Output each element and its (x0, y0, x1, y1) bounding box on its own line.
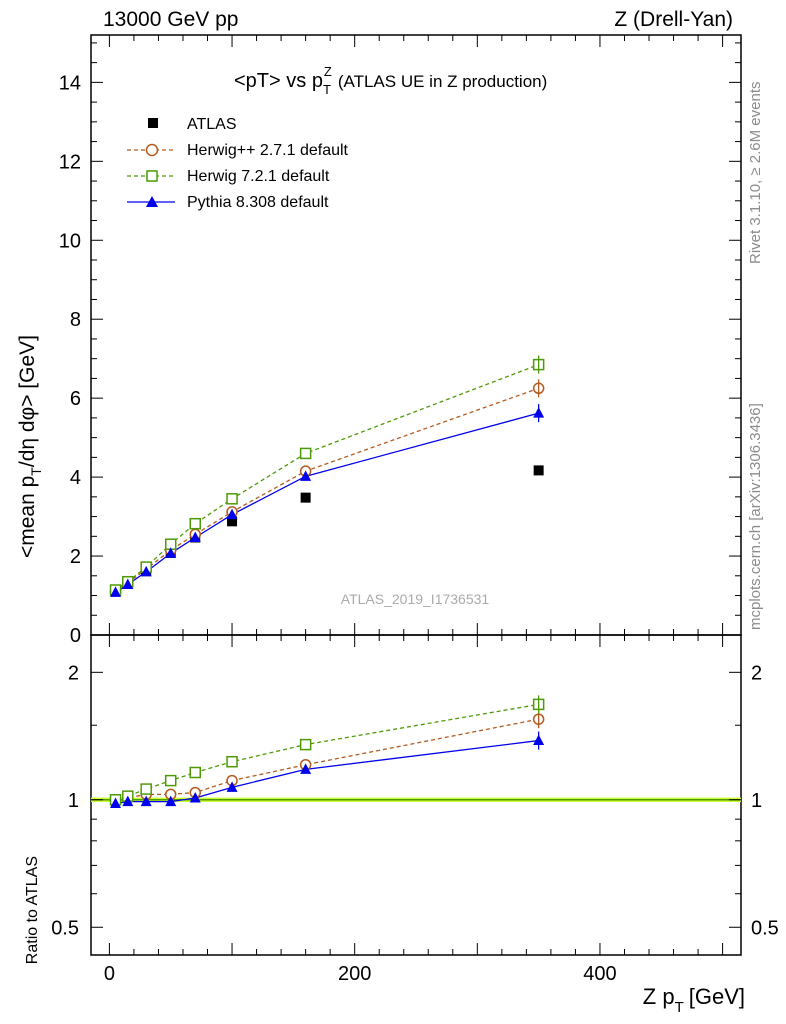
main-ytick-label: 4 (70, 467, 81, 489)
legend-entry-atlas: ATLAS (148, 116, 237, 133)
ratio-point-pythia-8-308-default (300, 763, 312, 774)
legend: ATLAS Herwig++ 2.7.1 default Herwig 7.2.… (127, 116, 349, 211)
legend-marker-herwig7 (146, 170, 158, 182)
main-ytick-label: 0 (70, 625, 81, 647)
header-left: 13000 GeV pp (103, 8, 238, 31)
ratio-ytick-label-left: 2 (68, 662, 79, 684)
legend-marker-pythia (146, 196, 158, 207)
xlabel: Z pT [GeV] (643, 984, 745, 1016)
ratio-ytick-label-left: 0.5 (51, 917, 79, 939)
ratio-ytick-label-right: 2 (751, 662, 762, 684)
main-point-atlas (300, 492, 311, 503)
ratio-ytick-label-left: 1 (68, 790, 79, 812)
ratio-xtick-label: 0 (104, 963, 115, 985)
main-point-pythia-8-308-default (189, 531, 201, 542)
ylabel-a: <mean p (16, 476, 39, 558)
main-line-herwig-2-7-1-default (115, 387, 539, 592)
legend-label-herwigpp: Herwig++ 2.7.1 default (187, 142, 349, 159)
ratio-point-herwig-7-2-1-default (164, 774, 177, 787)
ratio-point-pythia-8-308-default (140, 795, 152, 807)
legend-entry-pythia: Pythia 8.308 default (127, 194, 329, 211)
rivet-label: Rivet 3.1.10, ≥ 2.6M events (747, 82, 764, 265)
main-ytick-label: 10 (59, 230, 81, 252)
ratio-point-pythia-8-308-default (110, 797, 122, 809)
main-ytick-label: 6 (70, 388, 81, 410)
main-ylabel: <mean pT/dη dφ> [GeV] (16, 335, 44, 558)
main-point-atlas (227, 516, 238, 527)
legend-label-herwig7: Herwig 7.2.1 default (187, 168, 330, 185)
ratio-point-pythia-8-308-default (226, 781, 238, 792)
main-title: <pT> vs pTZ (ATLAS UE in Z production) (234, 64, 547, 97)
xlabel-a: Z p (643, 984, 675, 1009)
legend-marker-herwigpp (145, 143, 159, 157)
ratio-ytick-label-right: 0.5 (751, 917, 779, 939)
legend-marker-atlas (148, 118, 158, 128)
title-main: <pT> vs p (234, 70, 323, 92)
ylabel-sub: T (28, 467, 44, 476)
ratio-point-pythia-8-308-default (189, 791, 201, 803)
main-ytick-label: 8 (70, 309, 81, 331)
ratio-point-herwig-7-2-1-default (226, 755, 238, 768)
main-point-pythia-8-308-default (140, 565, 152, 577)
title-sub: T (323, 82, 331, 97)
xlabel-b: [GeV] (689, 984, 745, 1009)
main-ytick-label: 2 (70, 546, 81, 568)
main-point-herwig-7-2-1-default (189, 517, 201, 530)
ratio-point-pythia-8-308-default (122, 795, 134, 807)
main-point-pythia-8-308-default (300, 470, 312, 481)
ylabel-b: /dη dφ> [GeV] (16, 335, 39, 467)
legend-entry-herwigpp: Herwig++ 2.7.1 default (127, 142, 349, 159)
main-point-herwig-7-2-1-default (299, 447, 312, 460)
main-ytick-label: 12 (59, 151, 81, 173)
ratio-xtick-label: 200 (338, 963, 371, 985)
legend-label-pythia: Pythia 8.308 default (187, 194, 329, 211)
ratio-line-herwig-7-2-1-default (115, 703, 539, 801)
legend-label-atlas: ATLAS (187, 116, 237, 133)
main-point-pythia-8-308-default (165, 547, 177, 558)
main-line-pythia-8-308-default (115, 412, 539, 593)
ratio-point-herwig-7-2-1-default (189, 766, 201, 779)
legend-entry-herwig7: Herwig 7.2.1 default (127, 168, 330, 185)
title-tail: (ATLAS UE in Z production) (338, 72, 547, 91)
ratio-point-herwig-7-2-1-default (299, 738, 312, 751)
ratio-ylabel: Ratio to ATLAS (24, 856, 41, 964)
main-point-pythia-8-308-default (110, 586, 122, 597)
main-line-herwig-7-2-1-default (115, 363, 539, 591)
header-right: Z (Drell-Yan) (614, 8, 733, 31)
ratio-point-pythia-8-308-default (165, 795, 177, 807)
title-sup: Z (324, 64, 332, 79)
main-point-atlas (533, 465, 544, 476)
ratio-plot-frame (90, 634, 742, 956)
ratio-xtick-label: 400 (583, 963, 616, 985)
main-point-pythia-8-308-default (226, 508, 238, 520)
main-point-pythia-8-308-default (122, 578, 134, 589)
ratio-line-herwig-2-7-1-default (115, 718, 539, 801)
xlabel-sub: T (675, 999, 684, 1016)
ratio-ytick-label-right: 1 (751, 790, 762, 812)
main-ytick-label: 14 (59, 72, 81, 94)
analysis-watermark: ATLAS_2019_I1736531 (341, 591, 490, 607)
main-point-herwig-7-2-1-default (226, 493, 238, 505)
mcplots-label: mcplots.cern.ch [arXiv:1306.3436] (747, 403, 764, 630)
ratio-point-herwig-7-2-1-default (140, 783, 152, 795)
